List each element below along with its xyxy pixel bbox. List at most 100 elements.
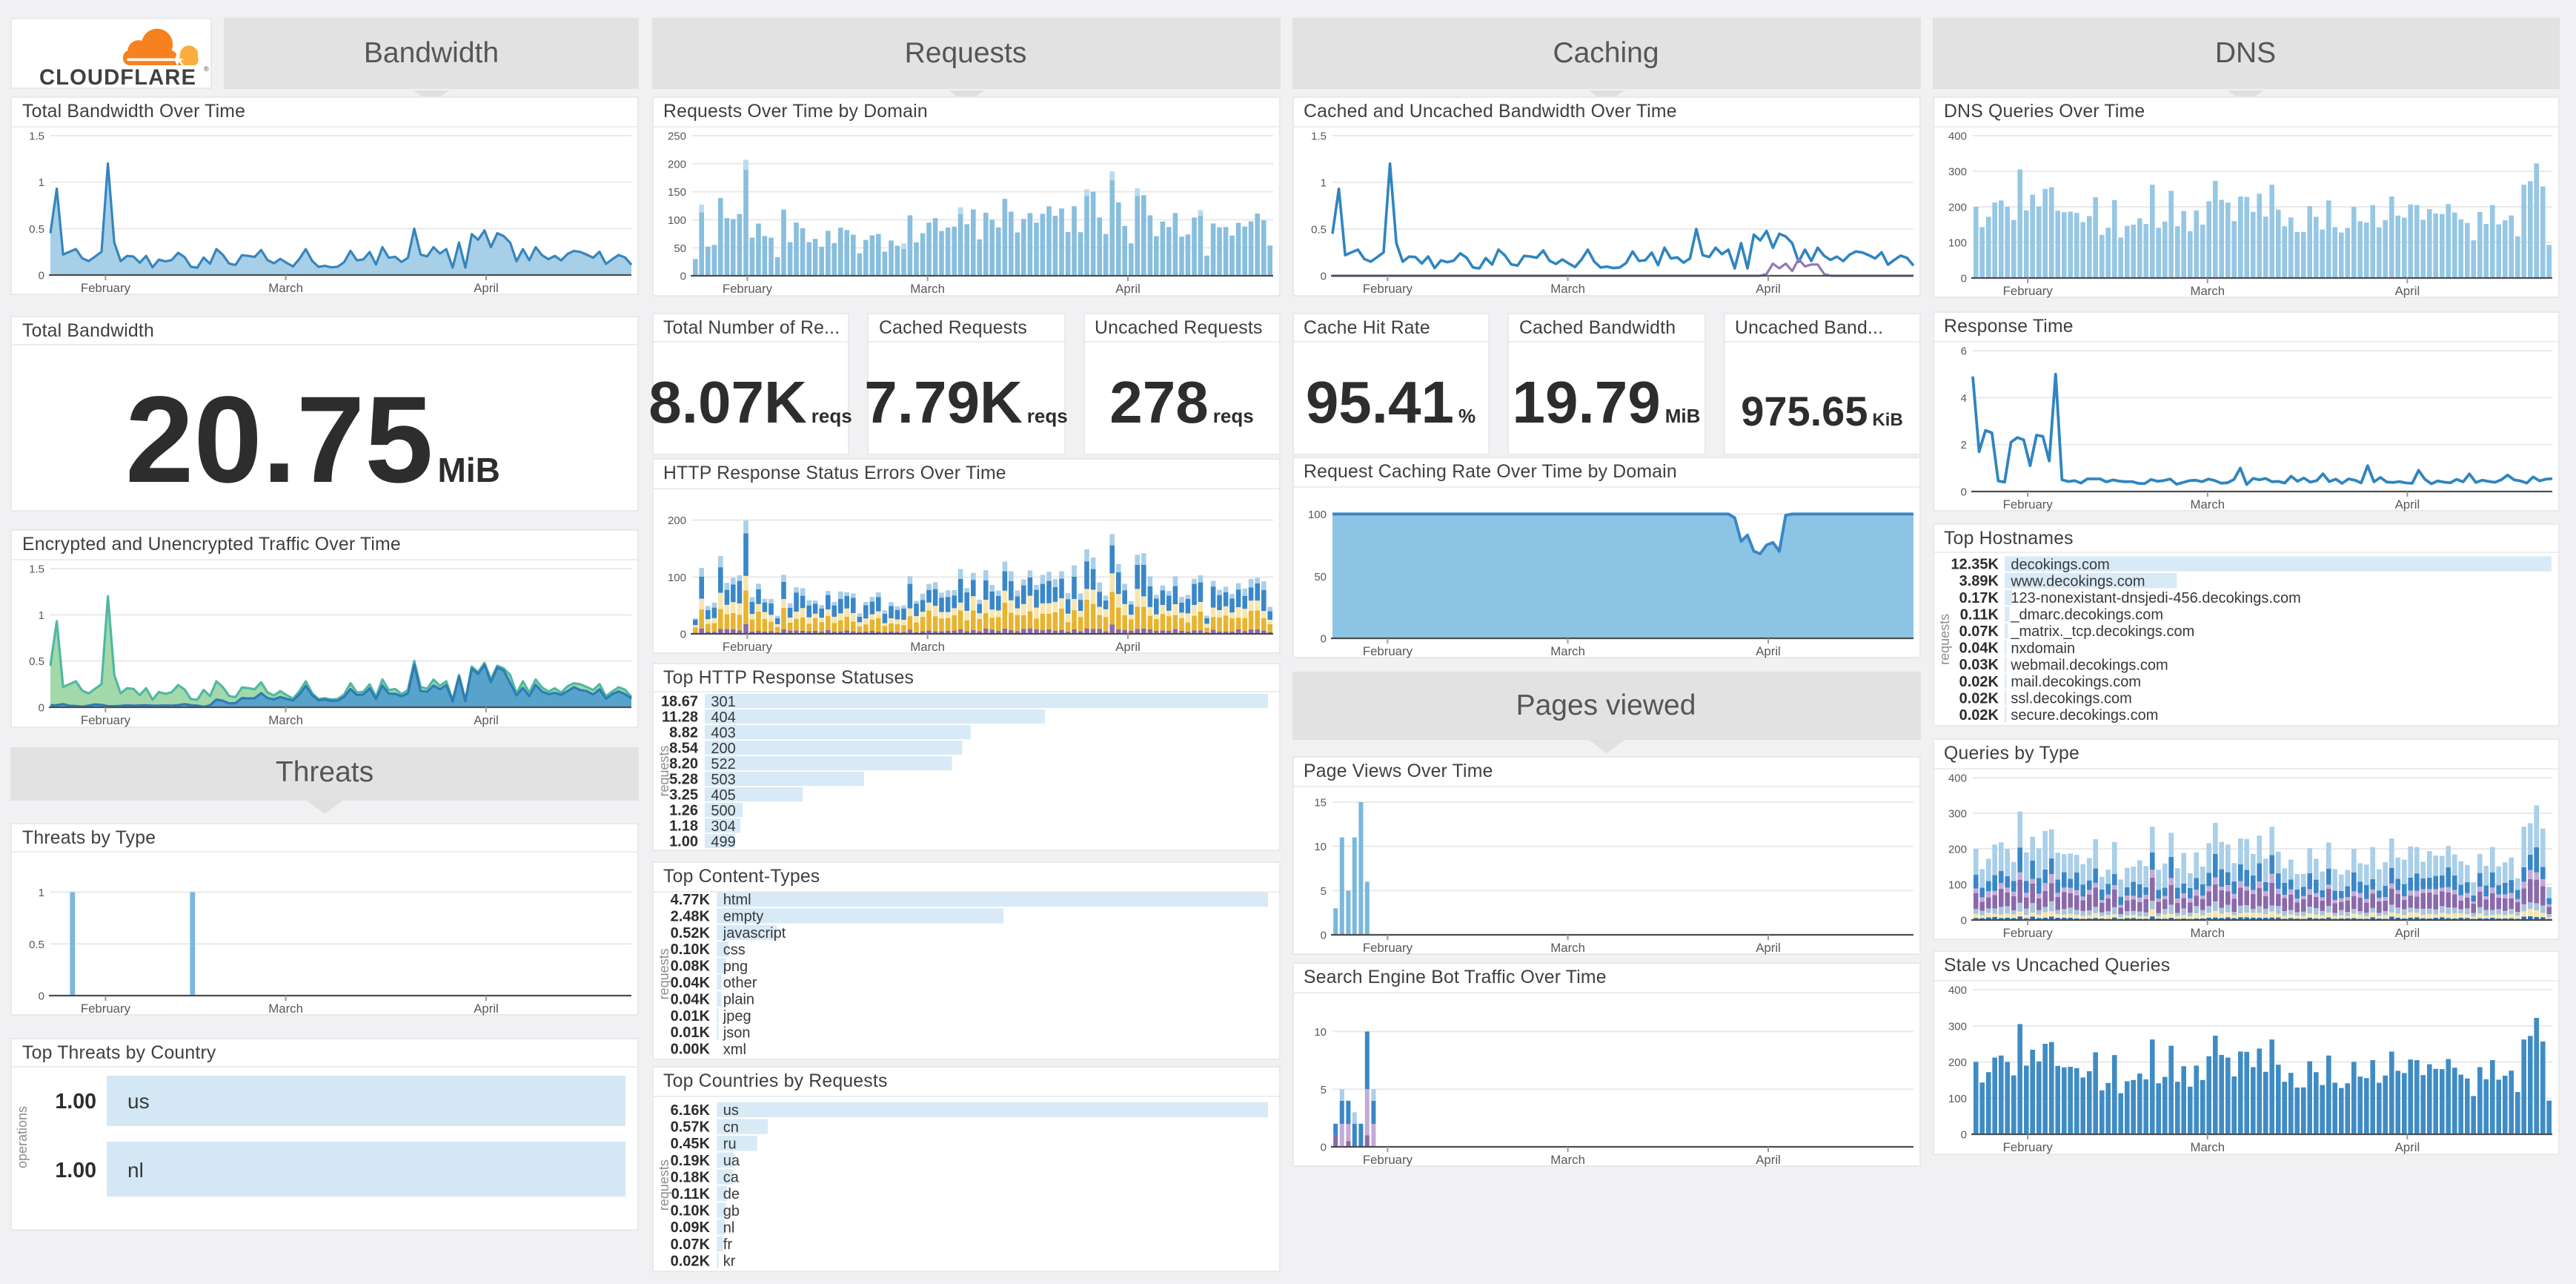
svg-text:xml: xml: [723, 1042, 746, 1058]
svg-text:April: April: [1755, 941, 1780, 955]
svg-text:fr: fr: [723, 1237, 732, 1253]
svg-text:0.57K: 0.57K: [670, 1119, 710, 1136]
svg-text:png: png: [723, 959, 747, 975]
svg-text:March: March: [268, 281, 303, 295]
svg-text:5.28: 5.28: [668, 771, 697, 787]
svg-text:0.45K: 0.45K: [670, 1136, 710, 1152]
svg-text:February: February: [722, 640, 772, 654]
svg-text:kr: kr: [723, 1254, 735, 1270]
svg-text:1: 1: [39, 609, 44, 622]
svg-text:150: 150: [667, 186, 686, 199]
svg-text:February: February: [1362, 282, 1413, 296]
svg-text:ssl.decokings.com: ssl.decokings.com: [2010, 690, 2131, 706]
svg-text:gb: gb: [723, 1203, 739, 1220]
svg-text:0.01K: 0.01K: [670, 1025, 710, 1041]
svg-text:405: 405: [710, 787, 734, 803]
svg-text:March: March: [909, 282, 944, 296]
svg-text:April: April: [1755, 282, 1780, 296]
svg-text:0.10K: 0.10K: [670, 1203, 710, 1220]
svg-text:0: 0: [1320, 271, 1326, 283]
svg-text:0.03K: 0.03K: [1959, 656, 1999, 672]
svg-text:javascript: javascript: [722, 925, 786, 942]
svg-text:0.07K: 0.07K: [1959, 623, 1999, 639]
svg-text:300: 300: [1948, 1020, 1966, 1033]
svg-text:8.20: 8.20: [668, 755, 697, 772]
svg-text:April: April: [2394, 1140, 2420, 1154]
svg-text:nxdomain: nxdomain: [2010, 640, 2074, 656]
svg-text:April: April: [1755, 1153, 1780, 1167]
svg-text:100: 100: [1948, 237, 1966, 250]
svg-text:100: 100: [1948, 1093, 1966, 1105]
svg-text:15: 15: [1313, 797, 1326, 810]
svg-text:0: 0: [1320, 1142, 1326, 1154]
svg-text:0.5: 0.5: [29, 655, 44, 668]
svg-text:requests: requests: [1936, 613, 1951, 664]
svg-text:0.04K: 0.04K: [670, 991, 710, 1007]
svg-text:html: html: [723, 892, 751, 908]
svg-text:3.25: 3.25: [668, 787, 697, 803]
svg-text:0.04K: 0.04K: [670, 975, 710, 991]
svg-text:123-nonexistant-dnsjedi-456.de: 123-nonexistant-dnsjedi-456.decokings.co…: [2010, 589, 2300, 606]
svg-text:0.01K: 0.01K: [670, 1008, 710, 1025]
svg-text:March: March: [1550, 644, 1584, 658]
svg-text:11.28: 11.28: [661, 709, 697, 725]
svg-text:0: 0: [1960, 273, 1966, 285]
svg-text:April: April: [474, 281, 499, 295]
svg-text:0.5: 0.5: [29, 223, 44, 236]
svg-text:plain: plain: [723, 992, 754, 1008]
svg-text:0: 0: [39, 702, 44, 715]
svg-text:200: 200: [667, 158, 686, 171]
svg-text:0.02K: 0.02K: [1959, 706, 1999, 723]
svg-text:400: 400: [1948, 772, 1966, 785]
svg-text:400: 400: [1948, 984, 1966, 997]
svg-text:301: 301: [710, 693, 734, 709]
svg-text:April: April: [1115, 282, 1140, 296]
svg-text:403: 403: [710, 724, 734, 741]
svg-text:3.89K: 3.89K: [1959, 572, 1999, 589]
svg-text:April: April: [2394, 926, 2420, 940]
svg-text:March: March: [2189, 926, 2224, 940]
svg-text:_matrix._tcp.decokings.com: _matrix._tcp.decokings.com: [2009, 623, 2194, 639]
svg-text:us: us: [127, 1089, 150, 1112]
svg-text:requests: requests: [656, 744, 671, 795]
svg-text:499: 499: [710, 833, 734, 850]
svg-text:April: April: [474, 713, 499, 727]
svg-text:0: 0: [39, 270, 44, 282]
svg-text:100: 100: [667, 572, 686, 584]
svg-text:18.67: 18.67: [660, 693, 697, 709]
svg-text:February: February: [2002, 1140, 2053, 1154]
svg-text:April: April: [2394, 284, 2420, 298]
svg-text:March: March: [1550, 282, 1584, 296]
svg-text:February: February: [81, 713, 131, 727]
svg-text:300: 300: [1948, 808, 1966, 821]
svg-text:February: February: [1362, 644, 1413, 658]
svg-text:0.10K: 0.10K: [670, 942, 710, 958]
svg-text:decokings.com: decokings.com: [2010, 556, 2108, 572]
svg-text:1.00: 1.00: [668, 833, 697, 850]
svg-text:0.5: 0.5: [1310, 224, 1326, 236]
svg-text:6.16K: 6.16K: [670, 1102, 710, 1119]
svg-text:April: April: [1755, 644, 1780, 658]
svg-text:5: 5: [1320, 1084, 1326, 1096]
svg-text:requests: requests: [656, 1159, 671, 1211]
svg-text:ua: ua: [723, 1153, 740, 1169]
svg-text:March: March: [1550, 1153, 1584, 1167]
svg-text:404: 404: [710, 709, 734, 725]
svg-text:0: 0: [39, 990, 44, 1002]
svg-text:February: February: [2002, 284, 2053, 298]
svg-text:0.18K: 0.18K: [670, 1169, 710, 1185]
svg-text:100: 100: [1307, 509, 1326, 521]
svg-text:cn: cn: [723, 1119, 738, 1136]
svg-text:March: March: [2189, 284, 2224, 298]
svg-text:nl: nl: [127, 1158, 144, 1181]
svg-text:css: css: [723, 942, 745, 958]
svg-text:0.07K: 0.07K: [670, 1237, 710, 1253]
svg-text:0.04K: 0.04K: [1959, 640, 1999, 656]
svg-text:March: March: [909, 640, 944, 654]
svg-text:250: 250: [667, 130, 686, 143]
svg-text:200: 200: [667, 514, 686, 527]
svg-text:1.00: 1.00: [55, 1158, 96, 1182]
svg-text:304: 304: [710, 818, 734, 834]
svg-text:jpeg: jpeg: [722, 1008, 751, 1025]
svg-text:ru: ru: [723, 1136, 736, 1152]
